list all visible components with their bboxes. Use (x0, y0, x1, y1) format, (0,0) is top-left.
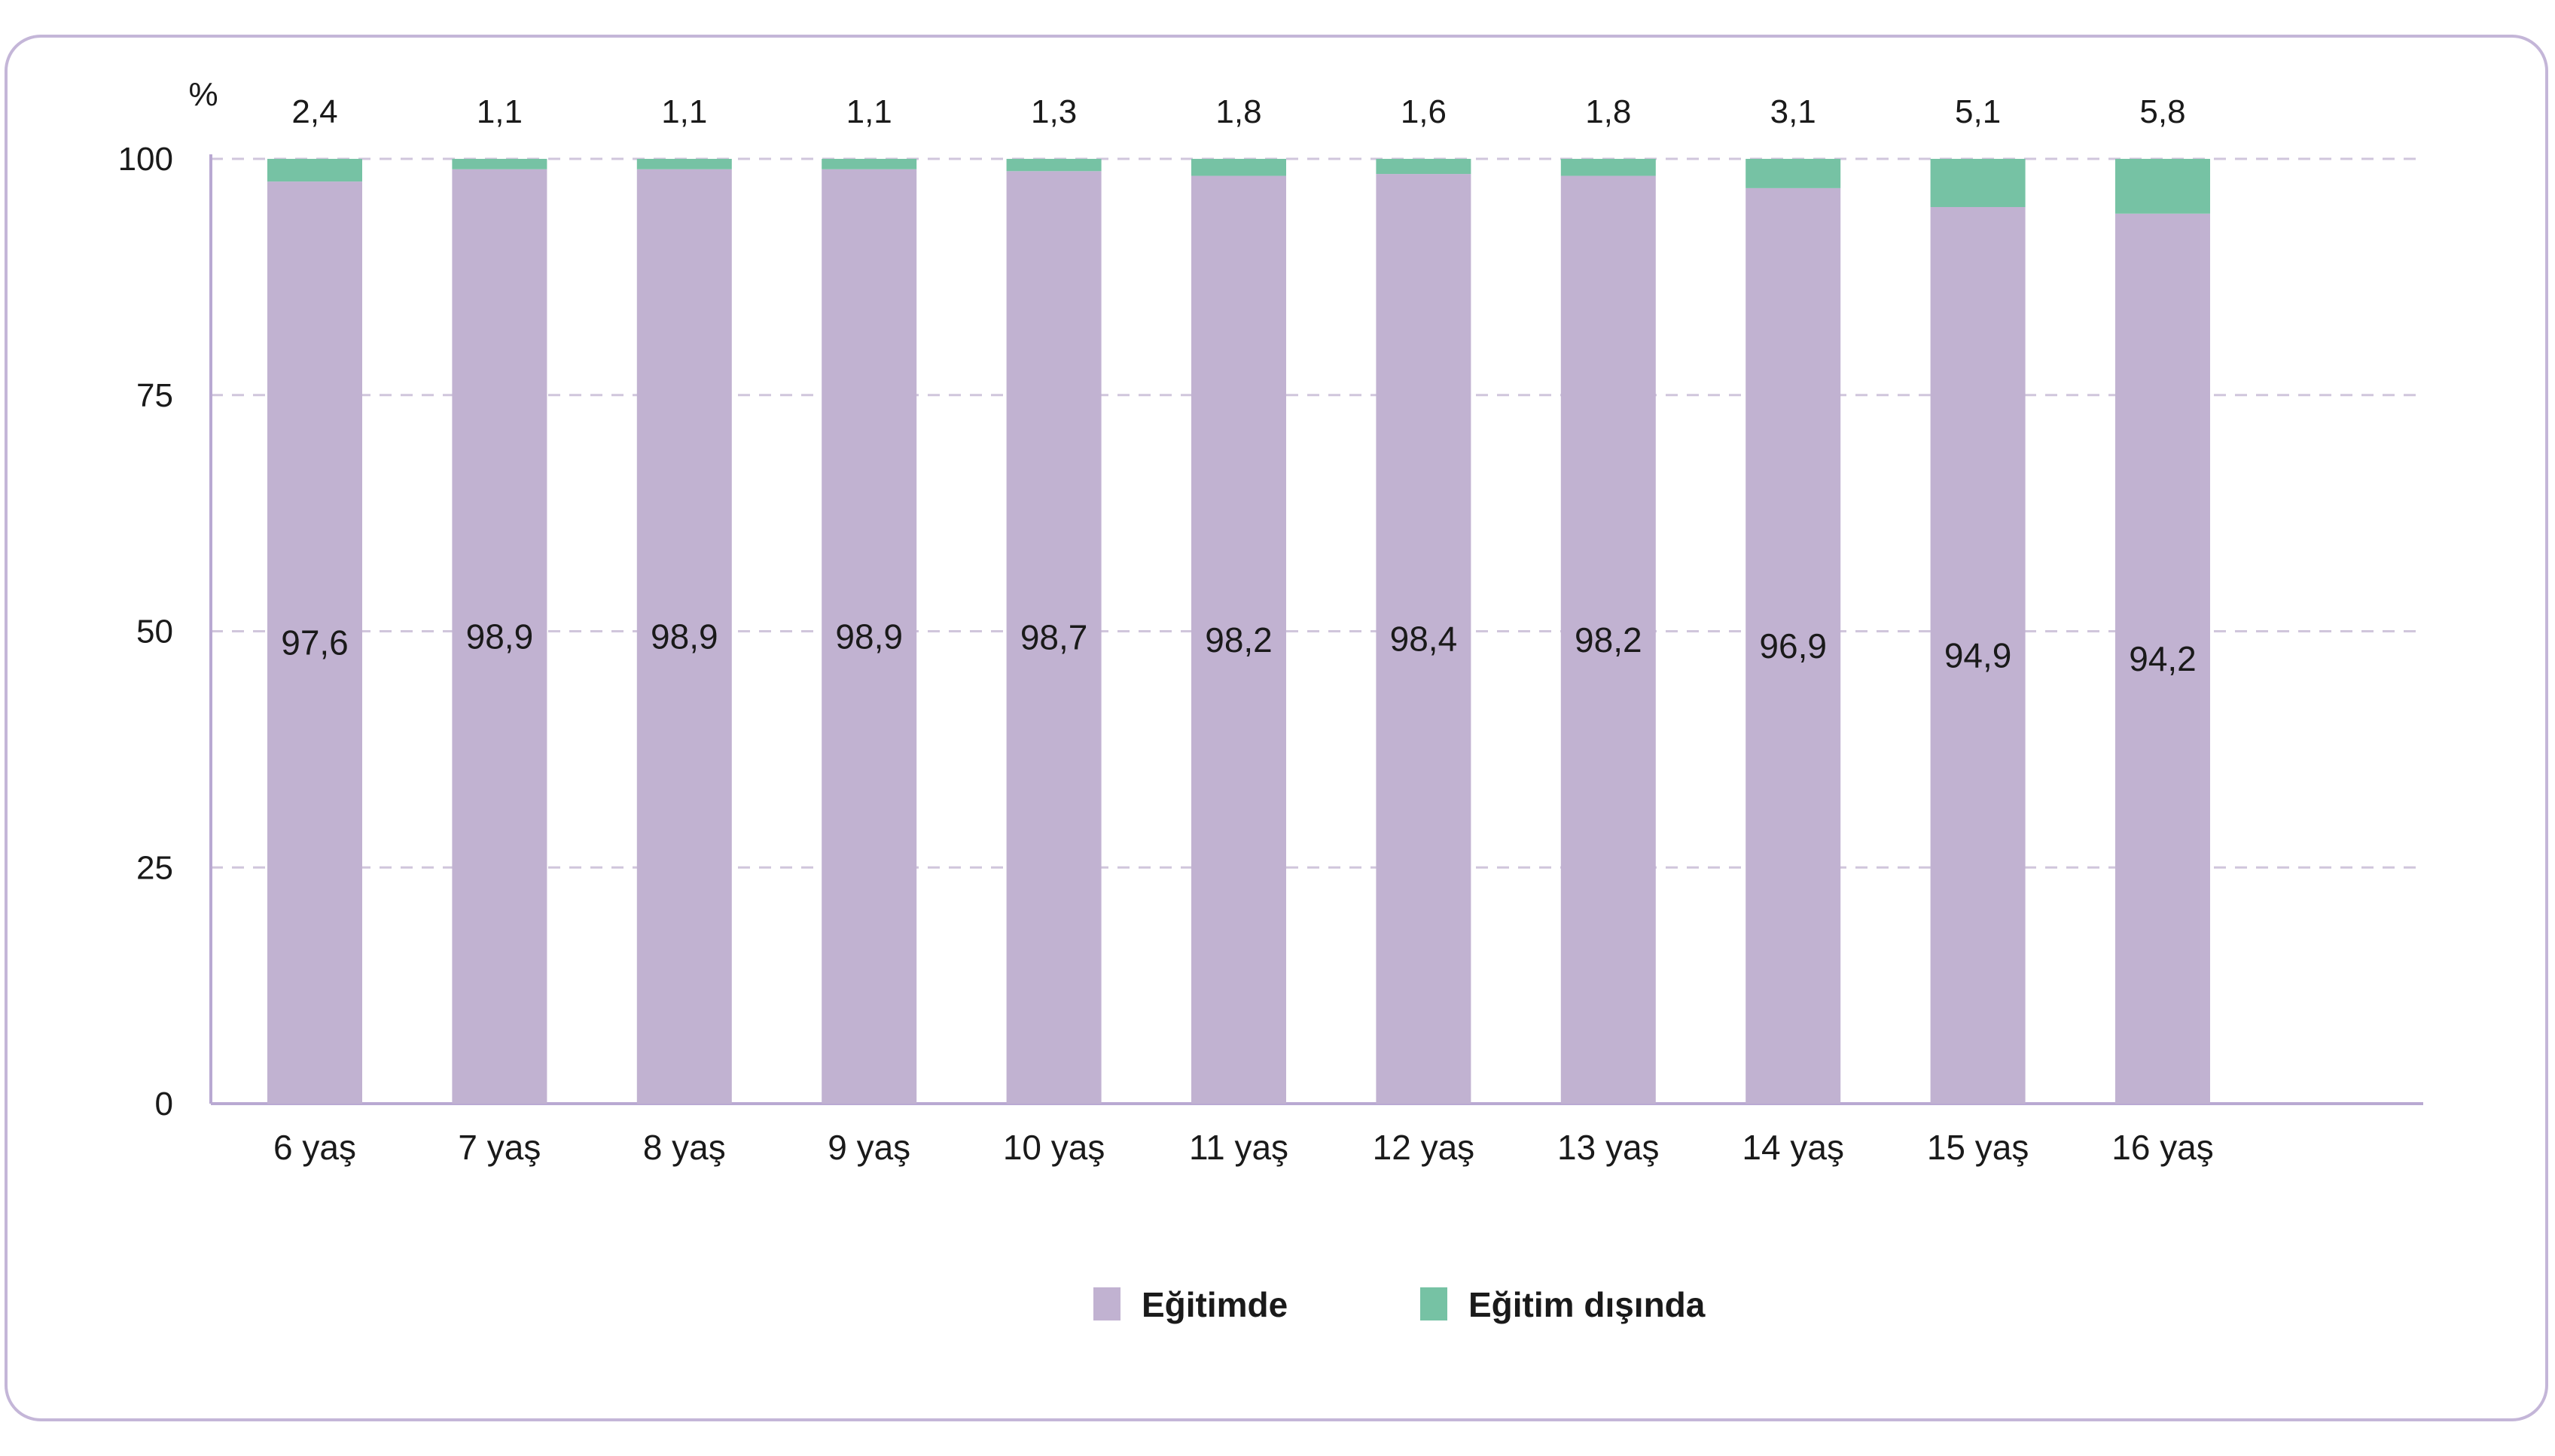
bar-egitim-disinda (822, 159, 917, 169)
y-tick-label: 100 (118, 141, 173, 178)
data-label-egitimde: 98,2 (1205, 620, 1273, 659)
bar-egitimde (1746, 187, 1841, 1104)
gridlines (211, 157, 2423, 869)
data-label-egitim-disinda: 1,1 (661, 93, 707, 130)
y-tick-label: 50 (136, 614, 173, 650)
bar-egitim-disinda (2115, 159, 2210, 214)
bar-egitim-disinda (452, 159, 547, 169)
bar-egitimde (1376, 174, 1471, 1104)
legend-swatch (1093, 1287, 1120, 1320)
bar-egitim-disinda (636, 159, 732, 169)
data-label-egitim-disinda: 1,3 (1031, 93, 1077, 130)
bar-egitimde (267, 181, 362, 1104)
x-tick-label: 15 yaş (1927, 1128, 2029, 1167)
bar-egitim-disinda (1006, 159, 1102, 172)
x-tick-label: 13 yaş (1557, 1128, 1660, 1167)
data-label-egitimde: 97,6 (281, 623, 349, 663)
data-label-egitim-disinda: 5,1 (1955, 93, 2001, 130)
x-tick-label: 11 yaş (1189, 1128, 1288, 1167)
data-labels: 97,6 2,4 98,9 1,1 98,9 1,1 98,9 1,1 98,7 1,3 98,2 1… (281, 93, 2197, 678)
x-tick-label: 7 yaş (458, 1128, 541, 1167)
data-label-egitimde: 98,9 (466, 617, 534, 656)
legend-swatch (1420, 1287, 1447, 1320)
legend: Eğitimde Eğitim dışında (1093, 1285, 1706, 1324)
bar-egitimde (822, 169, 917, 1104)
bar-egitimde (1006, 171, 1102, 1104)
y-axis-unit-label: % (188, 76, 218, 113)
y-tick-label: 25 (136, 849, 173, 886)
data-label-egitimde: 98,7 (1020, 618, 1088, 657)
legend-label: Eğitimde (1142, 1285, 1288, 1324)
bars (267, 159, 2210, 1104)
data-label-egitimde: 98,2 (1575, 620, 1642, 659)
data-label-egitim-disinda: 5,8 (2139, 93, 2185, 130)
bar-egitim-disinda (1930, 159, 2026, 208)
bar-egitimde (636, 169, 732, 1104)
data-label-egitimde: 98,4 (1390, 620, 1458, 659)
data-label-egitimde: 98,9 (651, 617, 718, 656)
bar-egitim-disinda (1560, 159, 1656, 176)
bar-egitimde (1191, 175, 1286, 1104)
x-tick-label: 10 yaş (1003, 1128, 1105, 1167)
x-tick-label: 16 yaş (2111, 1128, 2214, 1167)
bar-egitim-disinda (1191, 159, 1286, 176)
data-label-egitimde: 96,9 (1759, 626, 1827, 666)
x-tick-label: 12 yaş (1373, 1128, 1475, 1167)
axes: 0 25 50 75 100 6 yaş 7 yaş 8 yaş 9 yaş 10 yaş 11 y… (118, 141, 2423, 1167)
data-label-egitim-disinda: 1,6 (1401, 93, 1447, 130)
bar-egitimde (1560, 175, 1656, 1104)
x-tick-label: 8 yaş (643, 1128, 726, 1167)
bar-egitimde (2115, 213, 2210, 1104)
data-label-egitim-disinda: 1,8 (1585, 93, 1631, 130)
legend-label: Eğitim dışında (1468, 1285, 1706, 1324)
data-label-egitim-disinda: 1,8 (1215, 93, 1261, 130)
data-label-egitim-disinda: 2,4 (291, 93, 337, 130)
y-tick-label: 75 (136, 377, 173, 414)
bar-egitim-disinda (1746, 159, 1841, 188)
data-label-egitimde: 98,9 (835, 617, 903, 656)
bar-egitimde (1930, 207, 2026, 1104)
y-tick-label: 0 (155, 1086, 173, 1122)
bar-egitim-disinda (1376, 159, 1471, 175)
x-tick-label: 14 yaş (1742, 1128, 1844, 1167)
bar-egitimde (452, 169, 547, 1104)
data-label-egitim-disinda: 3,1 (1770, 93, 1816, 130)
bar-egitim-disinda (267, 159, 362, 182)
data-label-egitimde: 94,2 (2129, 639, 2197, 678)
data-label-egitim-disinda: 1,1 (846, 93, 892, 130)
data-label-egitim-disinda: 1,1 (477, 93, 523, 130)
data-label-egitimde: 94,9 (1944, 636, 2012, 675)
x-tick-label: 9 yaş (828, 1128, 910, 1167)
x-tick-label: 6 yaş (273, 1128, 356, 1167)
